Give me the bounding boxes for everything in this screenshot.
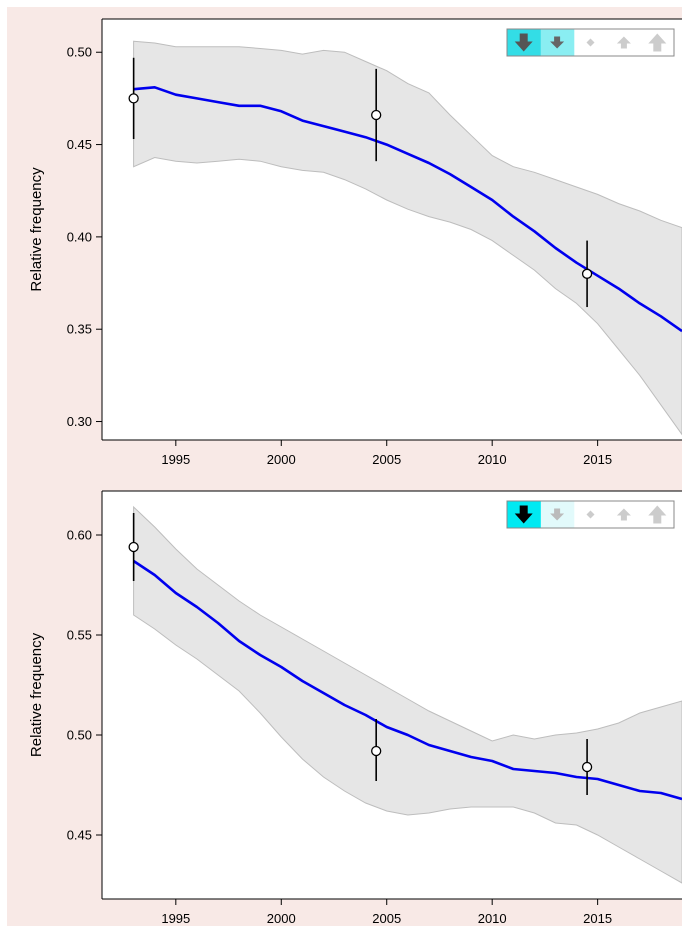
up-arrow-icon xyxy=(616,36,631,49)
x-tick-label: 1995 xyxy=(161,452,190,467)
data-point xyxy=(581,761,593,773)
strong-down-arrow-icon xyxy=(514,505,533,524)
chart-2-svg: 0.45 0.50 0.55 0.60 1995 2000 2005 2010 2015 Rela… xyxy=(28,490,682,926)
data-point xyxy=(371,109,382,121)
x-tick-label: 2000 xyxy=(267,911,296,926)
chart-1-svg: 0.30 0.35 0.40 0.45 0.50 1995 2000 2005 2010 2015… xyxy=(28,18,682,467)
trend-line-2 xyxy=(132,559,682,801)
x-tick-label: 2005 xyxy=(372,452,401,467)
chart-panel-2: 0.45 0.50 0.55 0.60 1995 2000 2005 2010 2015 Rela… xyxy=(7,486,682,926)
x-tick-label: 2000 xyxy=(267,452,296,467)
flat-diamond-icon xyxy=(586,510,595,519)
y-tick-label: 0.50 xyxy=(67,45,92,60)
down-arrow-icon xyxy=(550,508,565,521)
y-tick-label: 0.35 xyxy=(67,322,92,337)
x-tick-label: 2015 xyxy=(583,911,612,926)
strong-down-arrow-icon xyxy=(514,33,533,52)
data-point xyxy=(371,745,382,757)
trend-legend-1 xyxy=(506,28,675,57)
x-tick-label: 1995 xyxy=(161,911,190,926)
trend-legend-2 xyxy=(506,500,675,529)
down-arrow-icon xyxy=(550,36,565,49)
y-tick-label: 0.60 xyxy=(67,528,92,543)
confidence-band-2 xyxy=(133,505,682,884)
strong-up-arrow-icon xyxy=(648,505,667,524)
chart-panel-1: 0.30 0.35 0.40 0.45 0.50 1995 2000 2005 2010 2015… xyxy=(7,7,682,486)
y-tick-label: 0.45 xyxy=(67,828,92,843)
x-tick-label: 2010 xyxy=(478,911,507,926)
flat-diamond-icon xyxy=(586,38,595,47)
y-axis-label-2: Relative frequency xyxy=(28,632,45,757)
data-point xyxy=(128,541,139,553)
data-point xyxy=(128,93,139,104)
y-tick-label: 0.30 xyxy=(67,414,92,429)
y-axis-label-1: Relative frequency xyxy=(28,167,45,292)
confidence-band-1 xyxy=(133,40,682,436)
y-tick-label: 0.40 xyxy=(67,229,92,244)
y-tick-label: 0.45 xyxy=(67,137,92,152)
x-tick-label: 2015 xyxy=(583,452,612,467)
data-point xyxy=(581,268,593,279)
y-tick-label: 0.55 xyxy=(67,628,92,643)
y-tick-label: 0.50 xyxy=(67,728,92,743)
up-arrow-icon xyxy=(616,508,631,521)
x-tick-label: 2010 xyxy=(478,452,507,467)
x-tick-label: 2005 xyxy=(372,911,401,926)
strong-up-arrow-icon xyxy=(648,33,667,52)
